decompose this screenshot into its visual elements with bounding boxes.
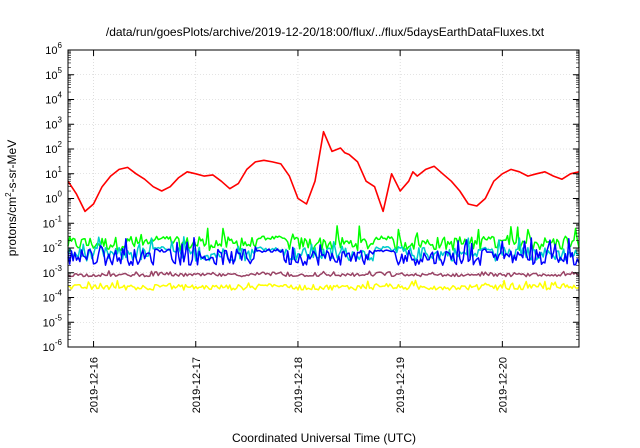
y-tick-label: 102 [45, 140, 62, 156]
y-axis-label: protons/cm2-s-sr-MeV [4, 140, 19, 256]
y-tick-label: 10-2 [43, 239, 63, 255]
series-line [67, 270, 580, 278]
series-line [67, 130, 580, 213]
y-tick-label: 106 [45, 41, 62, 57]
series-line [67, 225, 580, 252]
y-tick-label: 10-4 [43, 289, 63, 305]
y-tick-label: 104 [45, 91, 62, 107]
y-axis-ticks: 106 105 104 103 102 101 100 10-1 10-2 10-3 10-4 10-… [43, 41, 579, 354]
y-tick-label: 105 [45, 66, 62, 82]
series-group [67, 130, 580, 291]
x-tick-label: 2019-12-20 [497, 357, 509, 413]
x-tick-label: 2019-12-17 [191, 357, 203, 413]
x-axis-label: Coordinated Universal Time (UTC) [232, 431, 416, 445]
y-tick-label: 100 [45, 190, 62, 206]
x-axis-ticks: 2019-12-16 2019-12-17 2019-12-18 2019-12-19… [89, 50, 509, 413]
series-line [67, 236, 580, 262]
y-tick-label: 103 [45, 115, 62, 131]
y-tick-label: 10-6 [43, 338, 63, 354]
x-tick-label: 2019-12-16 [89, 357, 101, 413]
series-line [67, 237, 580, 267]
y-tick-label: 10-3 [43, 264, 63, 280]
chart-title: /data/run/goesPlots/archive/2019-12-20/1… [106, 25, 545, 39]
y-tick-label: 10-1 [43, 214, 63, 230]
y-tick-label: 101 [45, 165, 62, 181]
grid [68, 50, 579, 347]
series-line [67, 279, 580, 291]
plot-frame [67, 49, 580, 348]
x-tick-label: 2019-12-18 [293, 357, 305, 413]
y-tick-label: 10-5 [43, 313, 63, 329]
x-tick-label: 2019-12-19 [395, 357, 407, 413]
